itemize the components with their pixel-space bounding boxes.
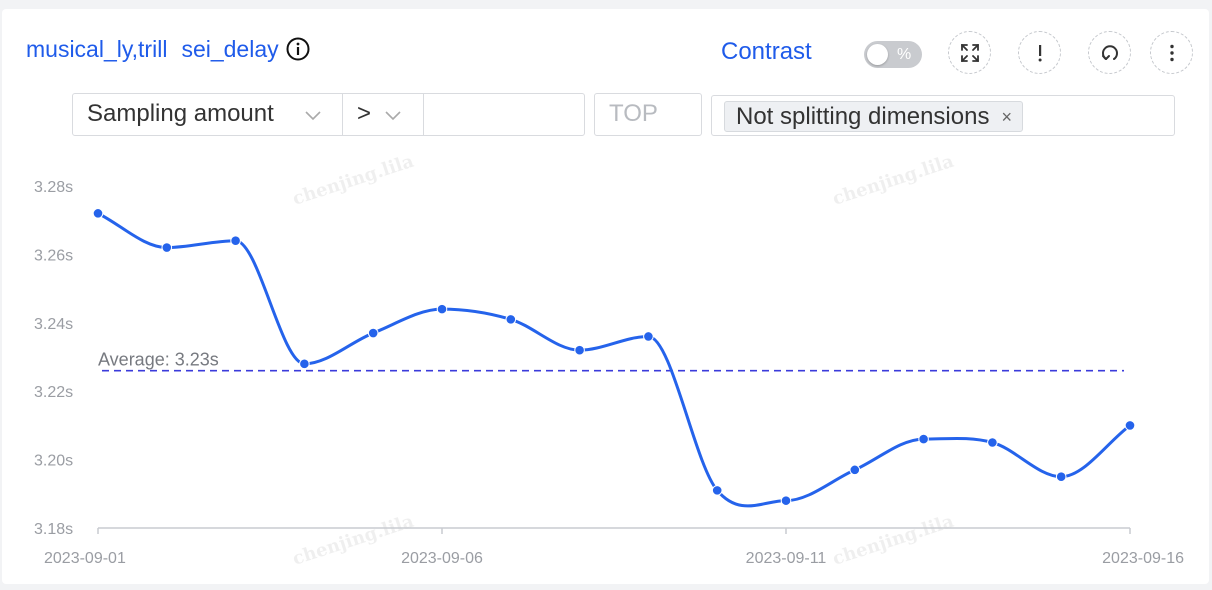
y-tick-label: 3.28s [34, 179, 73, 196]
title-metric: sei_delay [181, 36, 279, 62]
chart-title: musical_ly,trill sei_delay [26, 35, 311, 63]
x-tick-label: 2023-09-01 [44, 550, 126, 567]
metric-select[interactable]: Sampling amount [87, 100, 274, 127]
average-line-group: Average: 3.23s [98, 350, 1124, 372]
close-icon[interactable]: × [1001, 106, 1012, 127]
data-point [161, 242, 173, 253]
series-line-group [97, 212, 1131, 508]
contrast-label[interactable]: Contrast [721, 38, 812, 65]
info-circle-icon[interactable] [285, 36, 311, 62]
data-point [849, 464, 861, 476]
alert-button[interactable] [1018, 31, 1061, 74]
x-tick-label: 2023-09-16 [1102, 550, 1184, 567]
dimension-select[interactable]: Not splitting dimensions × [711, 95, 1175, 136]
data-point [711, 485, 723, 496]
watermark-text: chenjing.lila [290, 511, 417, 570]
fullscreen-icon [960, 43, 979, 62]
fullscreen-button[interactable] [948, 31, 991, 74]
y-tick-label: 3.26s [34, 247, 73, 264]
x-tick-label: 2023-09-11 [746, 550, 827, 567]
data-point [230, 235, 241, 247]
refresh-icon [1101, 44, 1118, 60]
data-point [92, 208, 104, 219]
operator-select[interactable]: > [357, 100, 372, 127]
y-tick-label: 3.24s [34, 316, 73, 333]
data-point [780, 495, 792, 506]
chevron-down-icon[interactable] [384, 109, 402, 121]
metric-filter-group: Sampling amount > [72, 93, 585, 136]
data-point [1124, 420, 1136, 431]
dimension-tag-label: Not splitting dimensions [736, 102, 990, 130]
top-placeholder: TOP [609, 100, 658, 127]
data-point [1055, 471, 1067, 483]
refresh-button[interactable] [1088, 31, 1131, 74]
y-axis: 3.18s 3.20s 3.22s 3.24s 3.26s 3.28s [34, 179, 73, 538]
data-point [436, 303, 448, 315]
series-points-group [92, 208, 1136, 506]
toggle-percent-text: % [897, 46, 912, 63]
percent-toggle[interactable]: % [864, 41, 922, 68]
watermarks: chenjing.lila chenjing.lila chenjing.lila c… [290, 151, 957, 570]
y-tick-label: 3.18s [34, 521, 73, 538]
data-point [918, 433, 929, 445]
x-axis: 2023-09-01 2023-09-06 2023-09-11 2023-09-16 [44, 527, 1184, 567]
top-input[interactable]: TOP [594, 93, 702, 136]
watermark-text: chenjing.lila [830, 511, 957, 570]
toggle-knob [867, 44, 888, 65]
title-product: musical_ly,trill [26, 36, 168, 62]
data-point [299, 358, 310, 370]
x-tick-label: 2023-09-06 [401, 550, 483, 567]
data-point [367, 327, 379, 339]
data-point [987, 437, 998, 448]
series-line [97, 212, 1131, 508]
watermark-text: chenjing.lila [830, 151, 957, 210]
more-vertical-icon [1169, 44, 1174, 61]
data-point [574, 344, 585, 356]
more-button[interactable] [1150, 31, 1193, 74]
y-tick-label: 3.20s [34, 453, 73, 470]
data-point [505, 314, 517, 325]
chevron-down-icon[interactable] [304, 109, 322, 121]
data-point [643, 331, 654, 342]
dimension-tag: Not splitting dimensions × [724, 101, 1023, 132]
exclamation-icon [1038, 44, 1042, 61]
average-label: Average: 3.23s [98, 350, 219, 370]
y-tick-label: 3.22s [34, 384, 73, 401]
watermark-text: chenjing.lila [290, 151, 417, 210]
